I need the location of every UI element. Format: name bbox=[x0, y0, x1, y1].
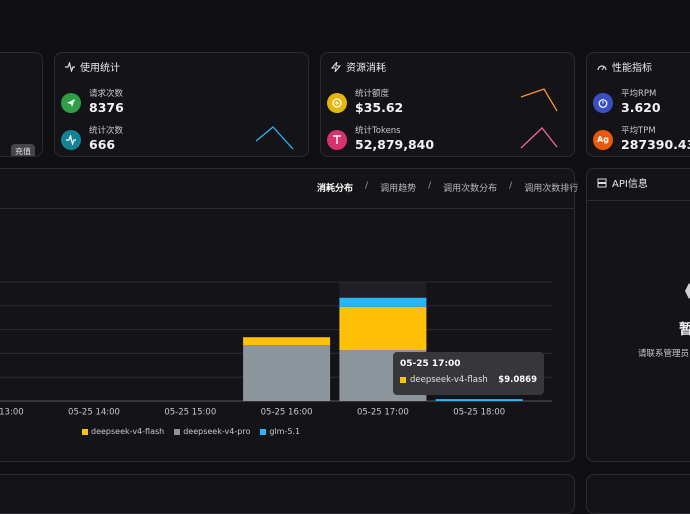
tab-separator: / bbox=[509, 181, 513, 191]
tab[interactable]: 消耗分布 bbox=[317, 184, 354, 194]
card-title: 使用统计 bbox=[80, 63, 120, 74]
stat-item: 请求次数 8376 bbox=[61, 89, 124, 116]
chart: 05-25 13:00 05-25 14:00 05-25 15:00 05-25 1… bbox=[0, 281, 552, 418]
legend: deepseek-v4-flash deepseek-v4-pro glm-5.1 bbox=[82, 427, 300, 436]
empty-title: 暂 bbox=[679, 319, 690, 339]
tab-separator: / bbox=[365, 181, 369, 191]
resource-card: 资源消耗 统计额度 $35.62 统计Tokens 52,879,840 bbox=[320, 52, 575, 157]
empty-icon bbox=[685, 283, 690, 299]
stat-value: 3.620 bbox=[621, 100, 661, 115]
balance-card: 充值 bbox=[0, 52, 43, 157]
icon bbox=[597, 64, 607, 70]
bar-segment bbox=[243, 345, 331, 401]
stat-label: 统计Tokens bbox=[355, 126, 401, 136]
bar-segment bbox=[339, 297, 427, 307]
icon: Ag bbox=[593, 129, 613, 150]
x-tick-label: 05-25 15:00 bbox=[164, 408, 216, 418]
card-header: 性能指标 bbox=[597, 59, 652, 74]
tab-separator: / bbox=[428, 181, 432, 191]
icon bbox=[327, 129, 347, 150]
card-title: 性能指标 bbox=[612, 63, 652, 74]
tooltip-series: deepseek-v4-flash bbox=[410, 375, 488, 385]
stat-label: 请求次数 bbox=[89, 89, 124, 99]
legend-swatch bbox=[82, 428, 88, 435]
api-card: API信息 暂 请联系管理员 bbox=[586, 168, 690, 462]
usage-card: 使用统计 请求次数 8376 统计次数 666 bbox=[54, 52, 309, 157]
chart-card bbox=[0, 168, 575, 462]
bottom-card bbox=[0, 474, 575, 514]
tooltip-value: $9.0869 bbox=[498, 375, 537, 385]
tooltip: 05-25 17:00 deepseek-v4-flash $9.0869 bbox=[393, 352, 544, 395]
legend-item[interactable]: deepseek-v4-flash bbox=[82, 427, 164, 436]
x-tick-label: 05-25 14:00 bbox=[68, 408, 120, 418]
page: 充值 使用统计 请求次数 8376 统计次数 666 资源消耗 统计额度 $35.62… bbox=[0, 52, 690, 514]
card-title: 资源消耗 bbox=[346, 63, 386, 74]
sparkline bbox=[520, 127, 558, 149]
x-tick-label: 05-25 13:00 bbox=[0, 408, 24, 418]
stat-item: 平均RPM 3.620 bbox=[593, 89, 661, 116]
stat-value: 666 bbox=[89, 137, 116, 152]
card-title: API信息 bbox=[612, 179, 648, 190]
icon bbox=[593, 92, 613, 113]
x-tick-label: 05-25 18:00 bbox=[453, 408, 505, 418]
icon bbox=[327, 92, 347, 113]
icon bbox=[61, 129, 81, 150]
legend-swatch bbox=[174, 428, 181, 435]
legend-label: glm-5.1 bbox=[269, 427, 301, 436]
legend-item[interactable]: deepseek-v4-pro bbox=[174, 427, 250, 436]
stat-label: 平均TPM bbox=[621, 126, 656, 136]
stat-item: 统计次数 666 bbox=[61, 126, 123, 153]
legend-item[interactable]: glm-5.1 bbox=[260, 427, 300, 436]
bar-segment bbox=[339, 306, 427, 351]
stat-label: 平均RPM bbox=[621, 89, 657, 99]
stat-label: 统计次数 bbox=[89, 126, 124, 136]
x-tick-label: 05-25 17:00 bbox=[357, 408, 409, 418]
bar-segment bbox=[435, 399, 523, 401]
tab-bar: 消耗分布 / 调用趋势 / 调用次数分布 / 调用次数排行 bbox=[317, 181, 590, 194]
tooltip-swatch bbox=[400, 377, 406, 383]
stat-value: 287390.435 bbox=[621, 137, 690, 152]
stat-value: $35.62 bbox=[355, 100, 404, 115]
icon bbox=[331, 61, 341, 72]
card-header: 资源消耗 bbox=[331, 59, 386, 74]
legend-label: deepseek-v4-flash bbox=[91, 427, 165, 436]
x-tick-label: 05-25 16:00 bbox=[261, 408, 313, 418]
legend-swatch bbox=[260, 428, 267, 435]
tooltip-title: 05-25 17:00 bbox=[400, 359, 461, 369]
sparkline bbox=[520, 88, 558, 112]
stat-value: 52,879,840 bbox=[355, 137, 435, 152]
recharge-button[interactable]: 充值 bbox=[11, 144, 35, 156]
sparkline bbox=[255, 126, 294, 150]
stat-item: 统计额度 $35.62 bbox=[327, 89, 403, 116]
tab[interactable]: 调用趋势 bbox=[380, 184, 417, 194]
bottom-card bbox=[586, 474, 690, 514]
stat-label: 统计额度 bbox=[355, 89, 390, 99]
tab[interactable]: 调用次数排行 bbox=[524, 184, 579, 194]
divider bbox=[587, 200, 690, 201]
icon bbox=[597, 178, 607, 187]
card-header: API信息 bbox=[597, 175, 648, 190]
icon bbox=[61, 92, 81, 113]
legend-label: deepseek-v4-pro bbox=[183, 427, 251, 436]
empty-text: 请联系管理员 bbox=[638, 349, 690, 359]
stat-value: 8376 bbox=[89, 100, 124, 115]
tab[interactable]: 调用次数分布 bbox=[443, 184, 498, 194]
bar-segment bbox=[243, 337, 331, 346]
card-header: 使用统计 bbox=[65, 59, 120, 74]
tooltip-row: deepseek-v4-flash $9.0869 bbox=[400, 375, 537, 385]
divider bbox=[0, 208, 574, 209]
stat-item: 统计Tokens 52,879,840 bbox=[327, 126, 434, 153]
icon bbox=[65, 61, 75, 72]
